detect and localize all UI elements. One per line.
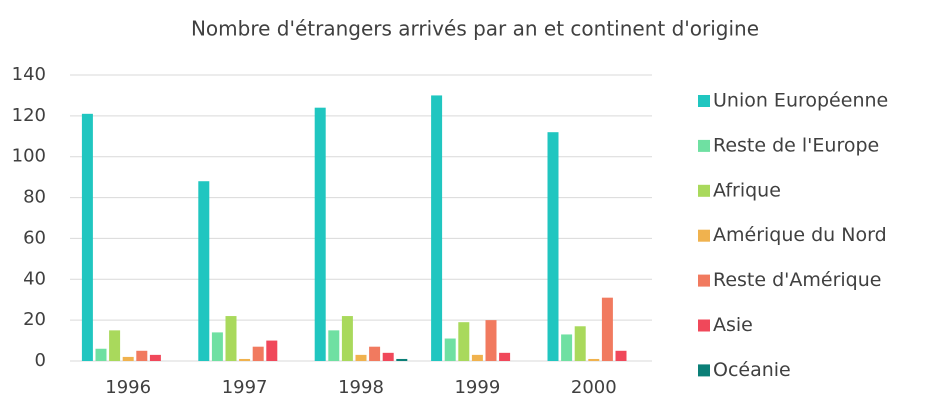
bar [471, 354, 483, 361]
x-tick-label: 1998 [338, 377, 384, 398]
bar [266, 340, 278, 361]
bar [547, 132, 559, 361]
legend-label: Reste d'Amérique [713, 269, 881, 291]
bar [211, 332, 223, 361]
y-tick-label: 120 [12, 105, 46, 126]
bar [81, 113, 93, 361]
bar [225, 316, 237, 361]
bar [574, 326, 586, 361]
bar [601, 297, 613, 361]
bar [615, 350, 627, 361]
legend-label: Océanie [713, 359, 791, 381]
x-tick-label: 1997 [222, 377, 268, 398]
y-tick-label: 40 [23, 268, 46, 289]
legend-label: Afrique [713, 179, 781, 201]
y-tick-label: 20 [23, 309, 46, 330]
legend-swatch [698, 364, 710, 377]
bar [444, 338, 456, 361]
y-tick-label: 140 [12, 64, 46, 85]
x-tick-label: 1996 [105, 377, 151, 398]
y-tick-label: 80 [23, 187, 46, 208]
bar [369, 346, 381, 361]
bar [355, 354, 367, 361]
bar [499, 352, 511, 361]
bar [328, 330, 340, 361]
legend-swatch [698, 319, 710, 332]
legend-label: Reste de l'Europe [713, 134, 879, 156]
y-tick-label: 0 [35, 350, 46, 371]
legend-swatch [698, 139, 710, 152]
bar [458, 322, 470, 361]
legend-label: Asie [713, 314, 753, 336]
x-tick-label: 2000 [571, 377, 617, 398]
legend-label: Amérique du Nord [713, 224, 887, 246]
bar [396, 358, 408, 361]
x-tick-label: 1999 [454, 377, 500, 398]
bar [314, 107, 326, 361]
y-tick-label: 60 [23, 227, 46, 248]
bar [561, 334, 573, 361]
legend-swatch [698, 274, 710, 287]
bar [252, 346, 264, 361]
bar [122, 356, 134, 361]
bar [588, 358, 600, 361]
bar [382, 352, 394, 361]
bar [431, 95, 443, 361]
legend-swatch [698, 95, 710, 107]
legend-swatch [698, 229, 710, 242]
legend-swatch [698, 184, 710, 197]
y-tick-label: 100 [12, 146, 46, 167]
bar [198, 181, 210, 361]
legend-label: Union Européenne [713, 90, 888, 112]
bar [136, 350, 148, 361]
bar [239, 358, 251, 361]
bar [485, 320, 497, 361]
bar [149, 354, 161, 361]
bar [341, 316, 353, 361]
bar [109, 330, 121, 361]
chart-title: Nombre d'étrangers arrivés par an et con… [191, 17, 759, 41]
bar [95, 348, 107, 361]
